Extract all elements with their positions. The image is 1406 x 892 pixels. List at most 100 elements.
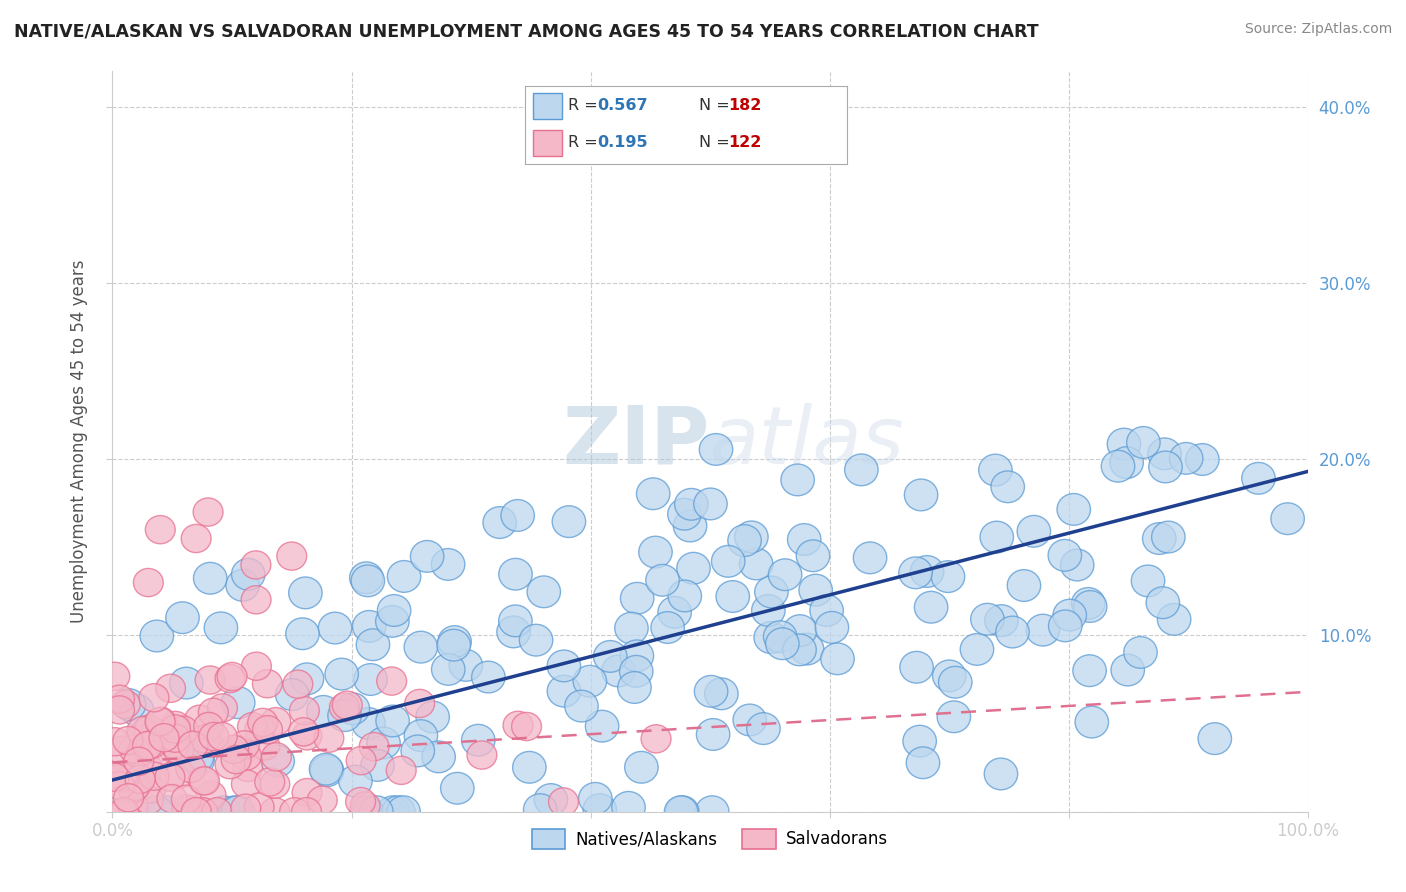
Ellipse shape [325,658,359,690]
Ellipse shape [496,616,530,648]
Ellipse shape [523,794,557,825]
Ellipse shape [231,794,260,822]
Ellipse shape [1143,523,1175,555]
Ellipse shape [763,621,797,653]
Ellipse shape [645,565,679,596]
Ellipse shape [104,696,135,724]
Ellipse shape [280,797,309,826]
Ellipse shape [159,731,190,758]
Ellipse shape [328,700,361,731]
Ellipse shape [232,558,264,591]
Ellipse shape [665,796,697,828]
Ellipse shape [1123,637,1157,668]
Ellipse shape [260,797,290,826]
Ellipse shape [157,785,187,813]
Ellipse shape [134,755,163,782]
Ellipse shape [574,665,606,698]
Ellipse shape [346,788,375,815]
Ellipse shape [898,557,932,589]
Ellipse shape [437,629,471,661]
Ellipse shape [1053,599,1087,631]
Ellipse shape [1241,462,1275,494]
Ellipse shape [207,796,240,828]
Ellipse shape [221,796,254,828]
Ellipse shape [232,770,262,798]
Ellipse shape [939,666,972,698]
Ellipse shape [276,679,309,710]
Ellipse shape [995,616,1029,648]
Ellipse shape [513,751,546,783]
Ellipse shape [100,662,129,690]
Ellipse shape [810,595,844,626]
Ellipse shape [204,612,238,644]
Ellipse shape [693,488,727,520]
Ellipse shape [668,499,702,530]
Ellipse shape [145,516,176,544]
Ellipse shape [134,568,163,597]
Ellipse shape [416,701,450,733]
Ellipse shape [815,612,849,643]
Ellipse shape [1146,587,1180,618]
Ellipse shape [181,524,211,552]
Ellipse shape [145,707,174,736]
Ellipse shape [314,724,344,752]
Ellipse shape [149,796,183,828]
Ellipse shape [139,683,169,712]
Ellipse shape [207,723,238,751]
Ellipse shape [1126,426,1160,458]
Ellipse shape [740,548,773,580]
Ellipse shape [134,729,163,756]
Ellipse shape [796,540,830,572]
Ellipse shape [432,654,465,685]
Ellipse shape [548,788,578,816]
Ellipse shape [156,674,186,702]
Ellipse shape [290,697,319,725]
Ellipse shape [242,652,271,681]
Ellipse shape [292,779,322,806]
Ellipse shape [411,541,444,573]
Ellipse shape [377,667,406,695]
Ellipse shape [172,785,201,814]
Ellipse shape [360,796,394,828]
Ellipse shape [979,454,1012,486]
Ellipse shape [602,655,636,687]
Ellipse shape [931,561,965,592]
Ellipse shape [1073,655,1107,687]
Ellipse shape [904,479,938,511]
Ellipse shape [461,724,495,756]
Ellipse shape [122,741,152,770]
Ellipse shape [346,747,375,775]
Ellipse shape [984,758,1018,789]
Ellipse shape [245,715,276,743]
Ellipse shape [422,741,456,772]
Ellipse shape [638,536,672,568]
Ellipse shape [226,569,259,601]
Ellipse shape [339,765,373,797]
Ellipse shape [253,670,283,698]
Ellipse shape [215,750,245,779]
Ellipse shape [1057,493,1091,525]
Ellipse shape [222,687,254,719]
Ellipse shape [108,797,139,826]
Ellipse shape [179,731,208,759]
Ellipse shape [104,772,135,800]
Ellipse shape [747,713,780,745]
Ellipse shape [675,489,709,520]
Ellipse shape [194,713,224,740]
Ellipse shape [110,764,139,792]
Ellipse shape [733,704,766,736]
Ellipse shape [114,765,148,797]
Ellipse shape [565,690,598,722]
Ellipse shape [159,735,188,763]
Ellipse shape [111,690,141,718]
Ellipse shape [593,640,627,673]
Ellipse shape [198,723,229,750]
Ellipse shape [821,643,855,674]
Ellipse shape [139,762,169,790]
Ellipse shape [233,754,263,781]
Ellipse shape [309,754,343,785]
Ellipse shape [242,586,271,614]
Ellipse shape [190,767,219,795]
Ellipse shape [181,797,211,826]
Legend: Natives/Alaskans, Salvadorans: Natives/Alaskans, Salvadorans [526,822,894,855]
